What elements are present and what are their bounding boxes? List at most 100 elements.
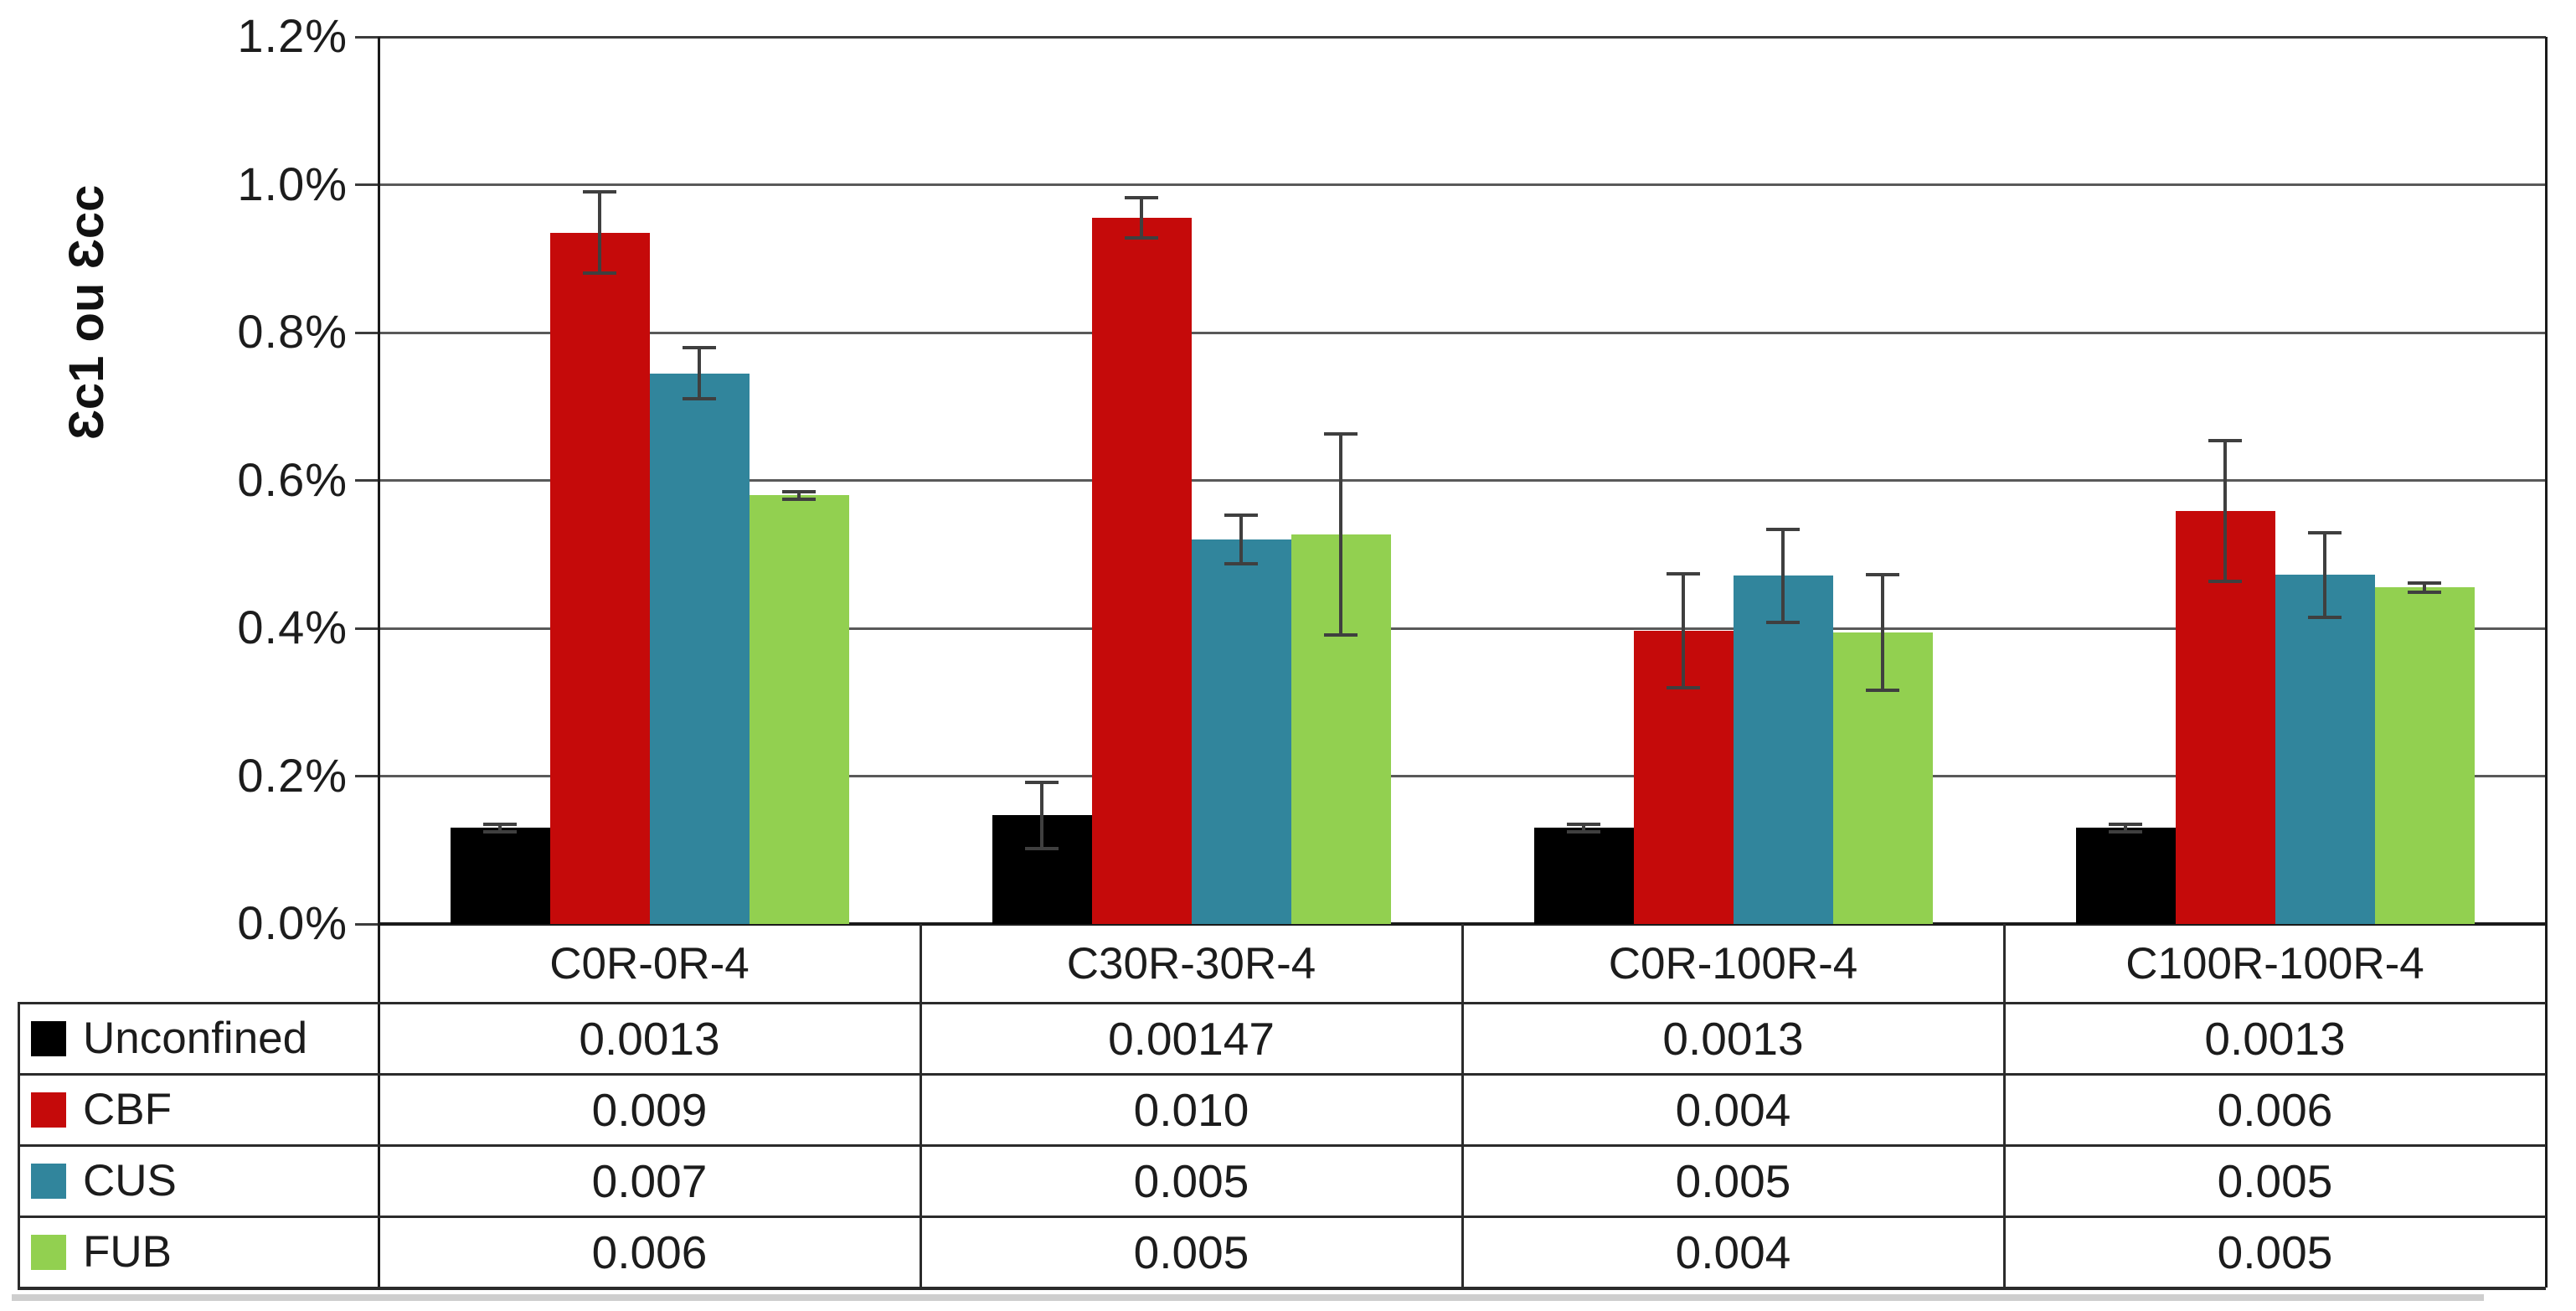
error-bar-cap: [1224, 513, 1258, 517]
table-grid-line: [18, 1001, 2546, 1004]
table-value-cell: 0.0013: [2204, 1012, 2346, 1065]
error-bar: [1881, 575, 1884, 691]
error-bar: [698, 347, 701, 400]
table-value-cell: 0.004: [1675, 1226, 1791, 1278]
error-bar-cap: [1025, 780, 1059, 784]
y-tick-mark: [355, 627, 379, 630]
legend-swatch: [31, 1234, 66, 1270]
table-value-cell: 0.010: [1133, 1083, 1249, 1136]
table-value-cell: 0.005: [2217, 1226, 2333, 1278]
bar-fub-C0R-0R-4: [749, 495, 849, 924]
y-tick-mark: [355, 331, 379, 334]
category-divider: [1461, 924, 1464, 1288]
y-tick-label: 0.2%: [237, 748, 348, 802]
bar-cbf-C0R-0R-4: [549, 232, 650, 924]
y-tick-mark: [355, 479, 379, 482]
y-tick-label: 0.4%: [237, 601, 348, 653]
table-value-cell: 0.005: [1675, 1154, 1791, 1207]
error-bar: [1339, 433, 1342, 635]
error-bar: [1239, 514, 1243, 565]
gridline: [379, 35, 2546, 39]
table-value-cell: 0.006: [591, 1226, 708, 1278]
table-grid-line: [18, 1143, 2546, 1147]
y-axis-line: [377, 37, 380, 1288]
category-header-cell: C100R-100R-4: [2125, 938, 2424, 988]
error-bar-cap: [683, 397, 716, 401]
error-bar: [1140, 198, 1143, 239]
gridline: [379, 627, 2546, 630]
error-bar-cap: [2308, 615, 2342, 619]
table-value-cell: 0.007: [591, 1154, 708, 1207]
category-header-cell: C0R-100R-4: [1608, 938, 1858, 988]
error-bar: [1582, 823, 1585, 832]
table-grid-line: [18, 1215, 2546, 1218]
error-bar: [797, 491, 801, 499]
error-bar-cap: [2208, 438, 2242, 442]
error-bar: [498, 823, 502, 832]
bar-unconfined-C0R-100R-4: [1533, 828, 1634, 924]
error-bar-cap: [583, 271, 616, 276]
error-bar-cap: [1125, 236, 1158, 240]
bar-cus-C0R-100R-4: [1733, 575, 1833, 924]
error-bar: [1040, 782, 1043, 849]
gridline: [379, 331, 2546, 334]
table-value-cell: 0.005: [1133, 1226, 1249, 1278]
category-divider: [919, 924, 922, 1288]
table-value-cell: 0.0013: [579, 1012, 720, 1065]
table-value-cell: 0.005: [1133, 1154, 1249, 1207]
error-bar-cap: [483, 829, 517, 834]
error-bar-cap: [1866, 573, 1899, 577]
y-tick-label: 0.8%: [237, 305, 348, 358]
error-bar-cap: [782, 489, 816, 493]
legend-swatch: [31, 1092, 66, 1128]
error-bar: [2124, 823, 2127, 832]
error-bar-cap: [1567, 829, 1600, 834]
y-tick-label: 0.0%: [237, 896, 348, 949]
legend-label: CUS: [83, 1156, 177, 1205]
error-bar-cap: [1125, 196, 1158, 200]
error-bar: [1781, 529, 1785, 622]
legend-cell-cbf: CBF: [18, 1074, 379, 1145]
error-bar-cap: [1324, 431, 1358, 436]
category-header-cell: C0R-0R-4: [549, 938, 750, 988]
bar-cus-C30R-30R-4: [1191, 539, 1291, 924]
bar-cus-C100R-100R-4: [2275, 575, 2375, 924]
y-tick-label: 1.0%: [237, 157, 348, 210]
y-axis-title: Ɛc1 ou Ɛcc: [59, 184, 114, 441]
error-bar-cap: [1025, 846, 1059, 850]
y-tick-mark: [355, 35, 379, 39]
legend-label: CBF: [83, 1085, 172, 1134]
y-tick-label: 1.2%: [237, 9, 348, 62]
bar-fub-C100R-100R-4: [2374, 587, 2475, 924]
legend-label: Unconfined: [83, 1014, 308, 1063]
error-bar-cap: [2408, 590, 2441, 594]
table-value-cell: 0.005: [2217, 1154, 2333, 1207]
error-bar: [2423, 583, 2426, 592]
error-bar-cap: [1567, 822, 1600, 826]
category-header-cell: C30R-30R-4: [1066, 938, 1316, 988]
error-bar-cap: [1667, 571, 1700, 575]
gridline: [379, 183, 2546, 186]
table-value-cell: 0.004: [1675, 1083, 1791, 1136]
scan-shadow-line: [12, 1294, 2484, 1301]
error-bar-cap: [1766, 527, 1800, 531]
error-bar-cap: [2308, 531, 2342, 535]
error-bar-cap: [2208, 579, 2242, 583]
category-divider: [2002, 924, 2006, 1288]
error-bar-cap: [2109, 829, 2142, 834]
error-bar-cap: [583, 190, 616, 194]
table-value-cell: 0.0013: [1662, 1012, 1804, 1065]
table-value-cell: 0.009: [591, 1083, 708, 1136]
error-bar-cap: [1766, 620, 1800, 624]
bar-cbf-C30R-30R-4: [1091, 218, 1192, 924]
error-bar-cap: [782, 497, 816, 501]
error-bar-cap: [1667, 685, 1700, 689]
y-tick-mark: [355, 922, 379, 926]
error-bar-cap: [2109, 822, 2142, 826]
legend-label: FUB: [83, 1227, 172, 1277]
y-tick-mark: [355, 775, 379, 777]
error-bar-cap: [683, 345, 716, 349]
bar-unconfined-C0R-0R-4: [450, 828, 550, 924]
legend-cell-fub: FUB: [18, 1216, 379, 1288]
